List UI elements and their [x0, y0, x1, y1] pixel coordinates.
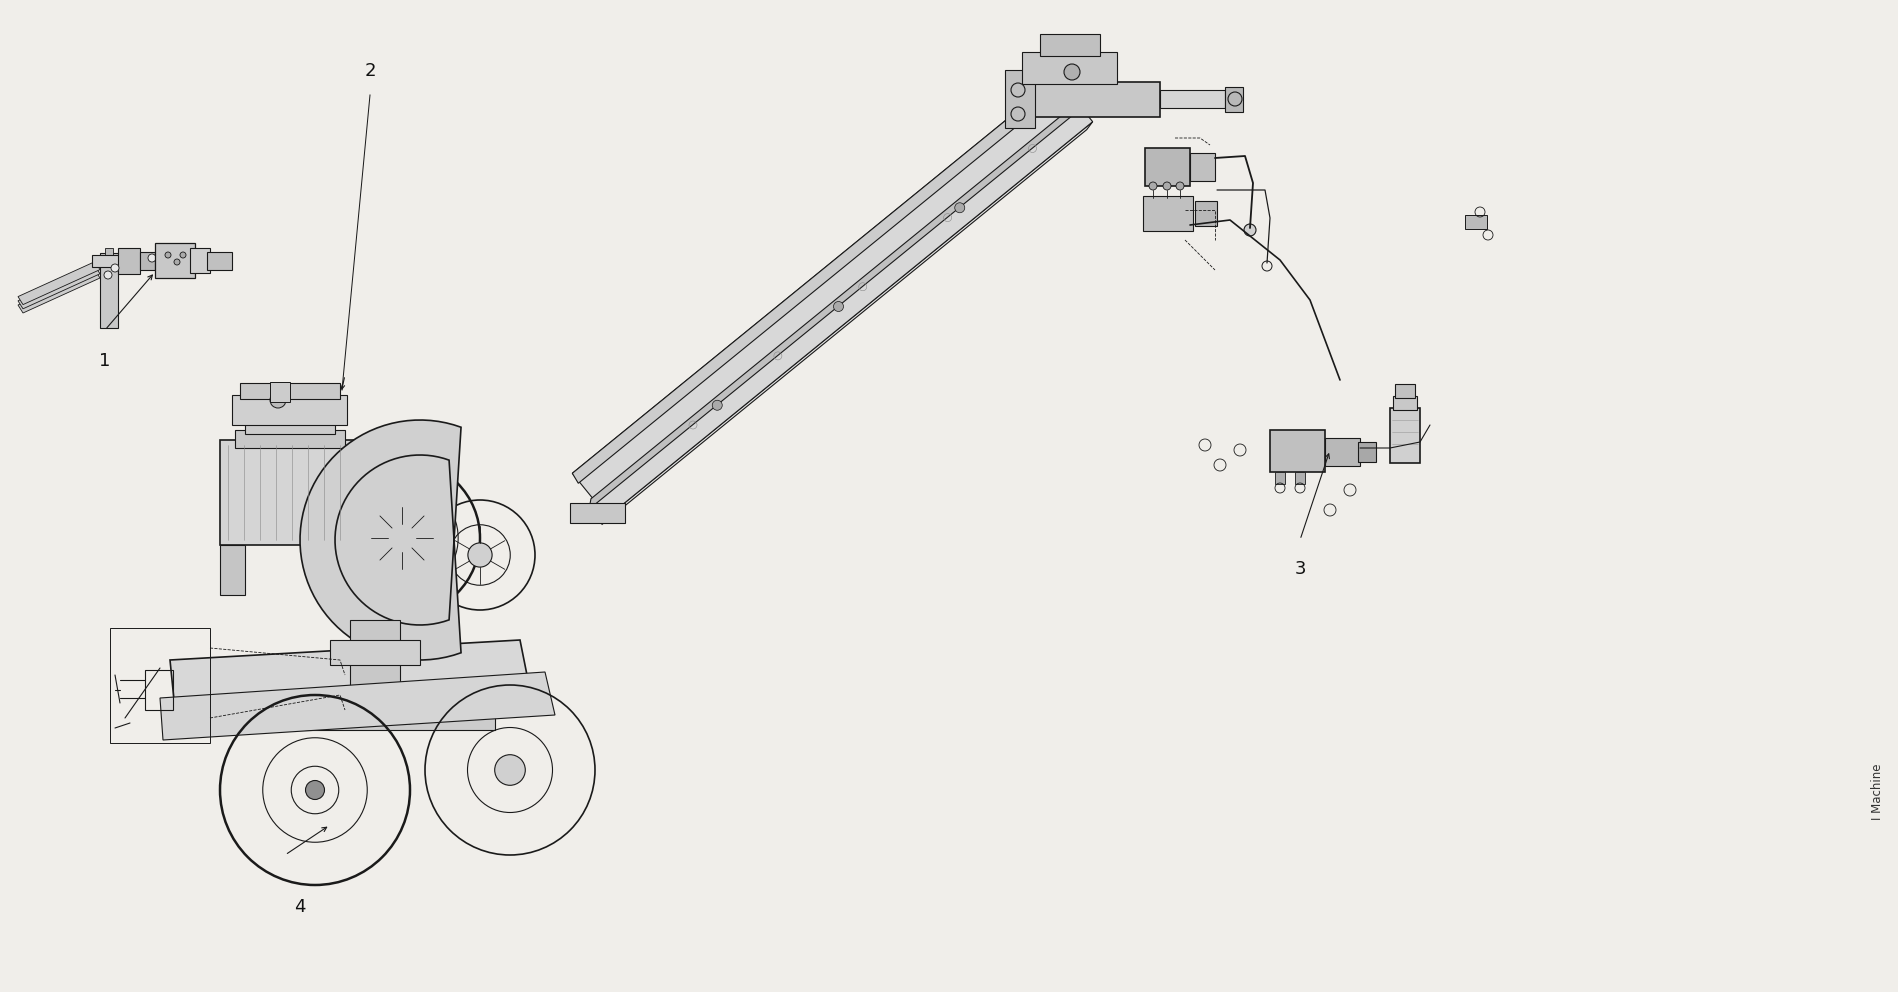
Circle shape	[955, 202, 964, 212]
Bar	[190, 248, 211, 273]
Bar	[1190, 153, 1215, 181]
Bar	[156, 243, 195, 278]
Polygon shape	[588, 104, 1076, 509]
Circle shape	[467, 543, 492, 567]
Bar	[254, 408, 325, 424]
Bar	[1144, 148, 1190, 186]
Circle shape	[104, 271, 112, 279]
Circle shape	[495, 755, 526, 786]
Polygon shape	[17, 270, 101, 313]
Bar	[104, 248, 114, 258]
Circle shape	[165, 252, 171, 258]
Bar	[239, 383, 340, 399]
Circle shape	[387, 524, 416, 552]
Circle shape	[110, 264, 120, 272]
Circle shape	[270, 392, 287, 408]
Polygon shape	[159, 672, 554, 740]
Bar	[118, 248, 140, 274]
Bar	[1294, 472, 1304, 484]
Bar	[110, 628, 211, 743]
Circle shape	[1063, 64, 1080, 80]
Circle shape	[306, 781, 325, 800]
Text: 4: 4	[294, 898, 306, 916]
Bar	[330, 640, 419, 665]
Bar	[245, 420, 334, 434]
Bar	[220, 545, 245, 595]
Bar	[144, 670, 173, 710]
Polygon shape	[300, 420, 461, 660]
Bar	[1160, 90, 1224, 108]
Polygon shape	[571, 78, 1063, 483]
Bar	[1357, 442, 1376, 462]
Circle shape	[712, 400, 721, 411]
Circle shape	[180, 252, 186, 258]
Bar	[1325, 438, 1359, 466]
Bar	[1270, 430, 1325, 472]
Circle shape	[175, 259, 180, 265]
Text: I Machine: I Machine	[1871, 764, 1883, 820]
Bar	[235, 430, 345, 448]
Polygon shape	[17, 266, 101, 309]
Circle shape	[1162, 182, 1171, 190]
Circle shape	[1175, 182, 1182, 190]
Bar	[1224, 87, 1243, 112]
Bar	[1029, 82, 1160, 117]
Bar	[1143, 196, 1192, 231]
Bar	[1393, 396, 1416, 410]
Bar	[220, 440, 361, 545]
Bar	[270, 382, 290, 402]
Bar	[1274, 472, 1285, 484]
Bar	[1040, 34, 1099, 56]
Polygon shape	[571, 78, 1091, 517]
Bar	[1463, 215, 1486, 229]
Circle shape	[833, 302, 843, 311]
Circle shape	[1148, 182, 1156, 190]
Bar	[232, 395, 347, 425]
Text: 3: 3	[1294, 560, 1306, 578]
Bar	[184, 700, 495, 730]
Text: 2: 2	[364, 62, 376, 80]
Bar	[569, 503, 624, 523]
Bar	[1389, 408, 1420, 463]
Bar	[1004, 70, 1034, 128]
Text: 1: 1	[99, 352, 110, 370]
Bar	[140, 252, 156, 270]
Polygon shape	[602, 122, 1091, 525]
Polygon shape	[171, 640, 530, 710]
Bar	[1194, 201, 1217, 226]
Bar	[101, 253, 118, 328]
Bar	[91, 255, 121, 267]
Circle shape	[1243, 224, 1255, 236]
Bar	[1021, 52, 1116, 84]
Bar	[1395, 384, 1414, 398]
Polygon shape	[17, 262, 101, 305]
Bar	[349, 620, 400, 710]
Circle shape	[148, 254, 156, 262]
Bar	[340, 540, 361, 595]
Bar	[207, 252, 232, 270]
